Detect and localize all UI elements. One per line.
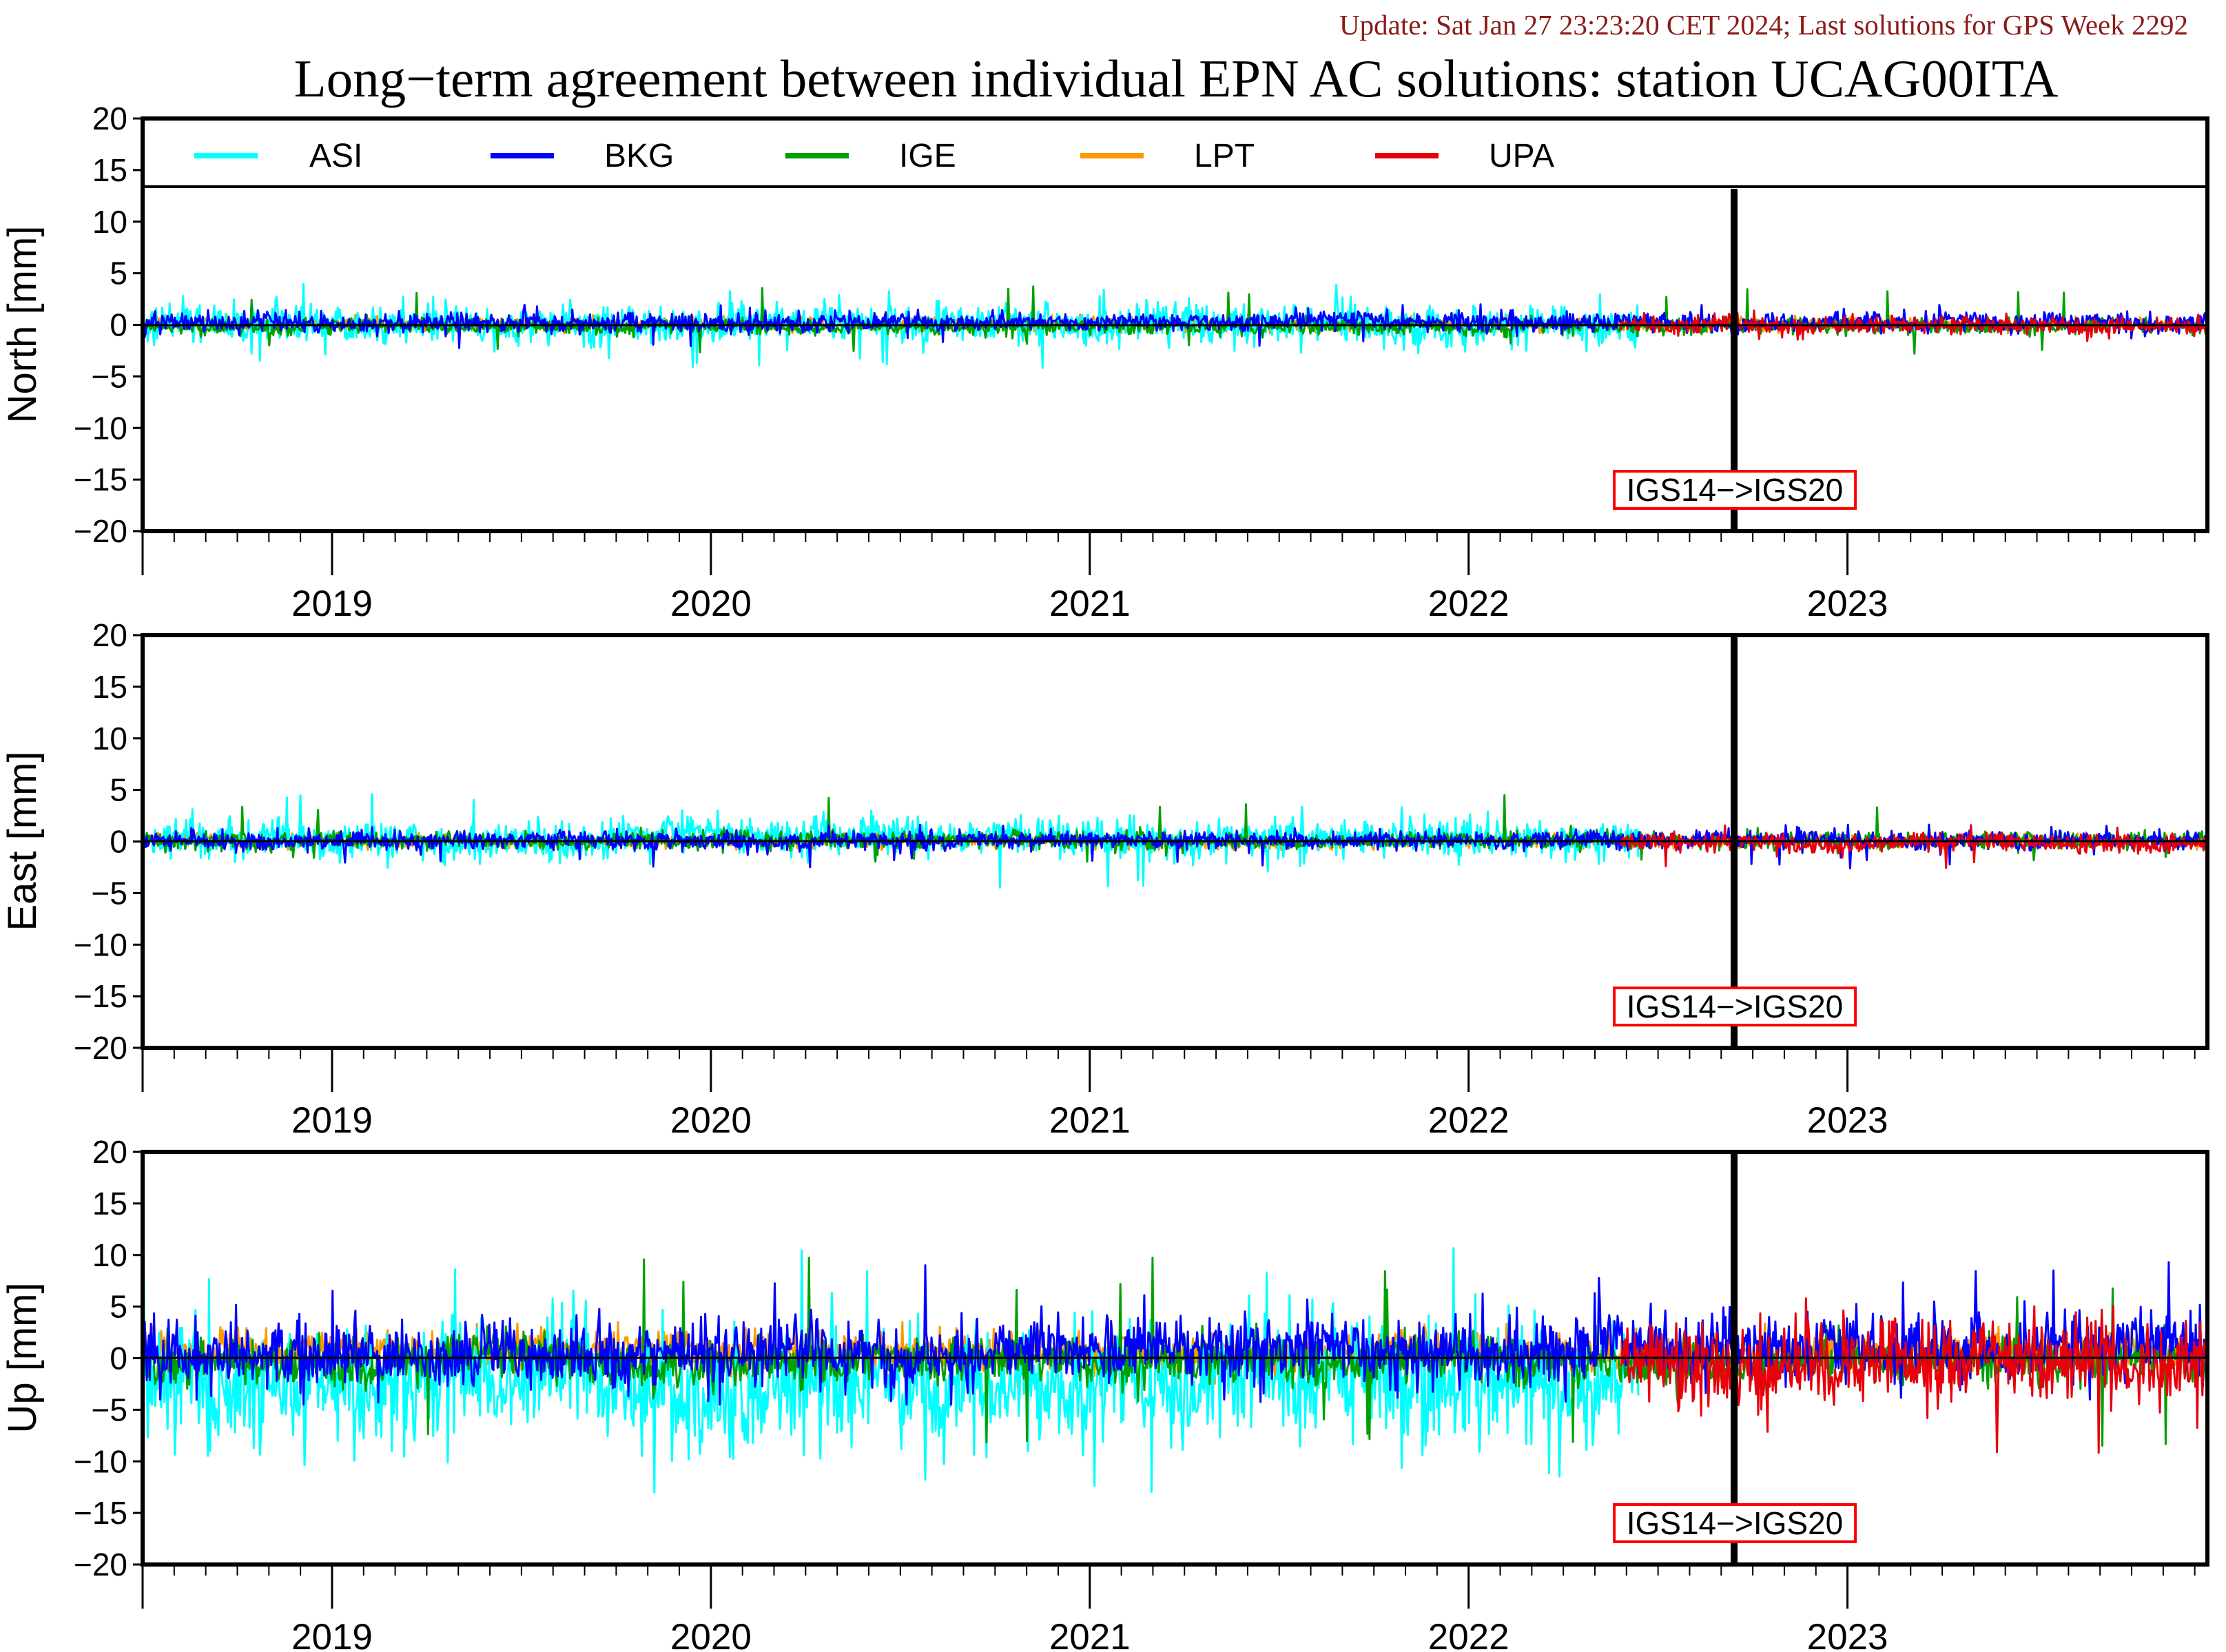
x-tick-label: 2022 — [1428, 1100, 1509, 1141]
y-ticks: 20 15 10 5 0 −5 −10 −15 −20 — [74, 617, 143, 1066]
y-tick-label: −20 — [74, 513, 127, 549]
annotation-box — [1613, 1503, 1857, 1543]
legend-box — [141, 117, 2209, 188]
x-tick-label: 2021 — [1049, 1100, 1131, 1141]
y-axis-label: East [mm] — [0, 751, 45, 931]
series-line-upa — [1619, 309, 2208, 342]
legend-label-lpt: LPT — [1194, 138, 1255, 174]
update-text: Update: Sat Jan 27 23:23:20 CET 2024; La… — [1339, 9, 2188, 41]
y-tick-label: −5 — [92, 358, 127, 394]
annotation-box — [1613, 987, 1857, 1026]
series-line-upa — [1620, 1297, 2208, 1454]
y-tick-label: −15 — [74, 978, 127, 1014]
x-tick-label: 2020 — [670, 1100, 752, 1141]
x-ticks: 2019 2020 2021 2022 2023 — [141, 1565, 2196, 1652]
x-tick-label: 2022 — [1428, 584, 1509, 624]
legend-label-upa: UPA — [1489, 138, 1554, 174]
y-tick-label: 20 — [92, 101, 127, 136]
y-tick-label: 20 — [92, 617, 127, 653]
x-tick-label: 2019 — [291, 1617, 373, 1652]
y-axis-label: Up [mm] — [0, 1282, 45, 1433]
panel-up: 20 15 10 5 0 −5 −10 −15 −20 2019 2020 2021 2022 2023… — [0, 1134, 2209, 1652]
x-tick-label: 2023 — [1807, 1100, 1888, 1141]
y-tick-label: 5 — [110, 256, 127, 291]
y-tick-label: −20 — [74, 1547, 127, 1582]
y-tick-label: 10 — [92, 1237, 127, 1273]
y-tick-label: −5 — [92, 875, 127, 911]
y-tick-label: 15 — [92, 152, 127, 188]
x-tick-label: 2019 — [291, 584, 373, 624]
y-tick-label: −5 — [92, 1392, 127, 1427]
y-tick-label: 0 — [110, 307, 127, 343]
legend-label-bkg: BKG — [604, 138, 674, 174]
y-tick-label: −15 — [74, 1495, 127, 1531]
y-tick-label: −20 — [74, 1030, 127, 1066]
annotation-box — [1613, 470, 1857, 510]
panel-east: 20 15 10 5 0 −5 −10 −15 −20 2019 2020 2021 2022 2023… — [0, 617, 2209, 1141]
x-tick-label: 2023 — [1807, 584, 1888, 624]
y-ticks: 20 15 10 5 0 −5 −10 −15 −20 — [74, 101, 143, 549]
x-tick-label: 2021 — [1049, 1617, 1131, 1652]
x-tick-label: 2022 — [1428, 1617, 1509, 1652]
legend-label-ige: IGE — [899, 138, 956, 174]
x-tick-label: 2020 — [670, 1617, 752, 1652]
series-lines — [141, 1247, 2209, 1494]
x-tick-label: 2020 — [670, 584, 752, 624]
chart-title: Long−term agreement between individual E… — [294, 49, 2059, 108]
y-tick-label: −15 — [74, 462, 127, 497]
y-tick-label: −10 — [74, 927, 127, 962]
panel-north: 20 15 10 5 0 −5 −10 −15 −20 2019 2020 2021 2022 2023… — [0, 101, 2209, 624]
y-tick-label: 15 — [92, 1186, 127, 1221]
y-tick-label: 0 — [110, 1341, 127, 1376]
annotation-label: IGS14−>IGS20 — [1627, 472, 1844, 508]
y-tick-label: −10 — [74, 410, 127, 446]
y-tick-label: 10 — [92, 721, 127, 756]
y-tick-label: 20 — [92, 1134, 127, 1170]
y-tick-label: 0 — [110, 824, 127, 860]
y-tick-label: 10 — [92, 204, 127, 240]
legend-label-asi: ASI — [309, 138, 362, 174]
y-ticks: 20 15 10 5 0 −5 −10 −15 −20 — [74, 1134, 143, 1582]
x-tick-label: 2021 — [1049, 584, 1131, 624]
y-axis-label: North [mm] — [0, 226, 45, 424]
y-tick-label: −10 — [74, 1443, 127, 1479]
annotation-label: IGS14−>IGS20 — [1627, 1505, 1844, 1541]
x-tick-label: 2019 — [291, 1100, 373, 1141]
y-tick-label: 5 — [110, 1289, 127, 1325]
x-ticks: 2019 2020 2021 2022 2023 — [141, 531, 2196, 624]
x-tick-label: 2023 — [1807, 1617, 1888, 1652]
y-tick-label: 5 — [110, 772, 127, 808]
annotation-label: IGS14−>IGS20 — [1627, 989, 1844, 1024]
series-line-asi — [141, 793, 1640, 889]
x-ticks: 2019 2020 2021 2022 2023 — [141, 1048, 2196, 1141]
y-tick-label: 15 — [92, 669, 127, 705]
legend: ASI BKG IGE LPT UPA — [194, 138, 1554, 174]
